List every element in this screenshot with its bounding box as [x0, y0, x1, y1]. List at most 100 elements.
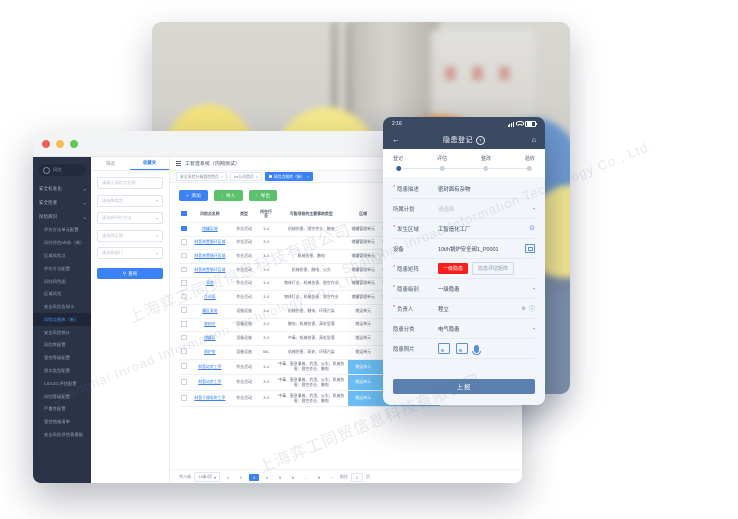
step-label-3[interactable]: 验收: [524, 156, 535, 162]
sidebar-group-standardization[interactable]: 安全标准化 ▾: [33, 182, 91, 196]
cell-name[interactable]: 制氢装置循环区域: [188, 263, 231, 278]
cell-name[interactable]: 制氢站房工序: [188, 374, 231, 392]
row-checkbox[interactable]: [181, 252, 187, 259]
page-size-select[interactable]: 10条/页 ▾: [194, 472, 221, 482]
minimize-icon[interactable]: [56, 139, 64, 148]
action-button-2[interactable]: ↑ 导出: [248, 190, 278, 201]
back-icon[interactable]: ←: [392, 135, 400, 144]
row-checkbox-cell[interactable]: [179, 359, 189, 376]
page-…[interactable]: …: [304, 474, 309, 480]
row-checkbox[interactable]: [181, 307, 187, 314]
sidebar-item-0[interactable]: 评价方法单元配置: [33, 224, 91, 237]
page-1[interactable]: 1: [226, 474, 230, 480]
row-checkbox-cell[interactable]: [179, 290, 189, 305]
row-checkbox[interactable]: [181, 379, 187, 385]
form-row-0[interactable]: * 隐患描述 密封面有杂物: [393, 179, 535, 199]
sidebar-item-12[interactable]: LS/LEC评估配置: [33, 377, 91, 390]
cell-name[interactable]: 泵房: [188, 277, 231, 292]
action-button-1[interactable]: ↓ 导入: [213, 190, 243, 201]
sidebar-item-16[interactable]: 安全风险评估表模板: [33, 429, 91, 442]
mic-icon[interactable]: [472, 344, 481, 355]
page-3[interactable]: 3: [249, 473, 260, 481]
filter-field-1[interactable]: 请选择类型 ▾: [97, 194, 163, 207]
row-checkbox[interactable]: [181, 266, 187, 273]
row-checkbox[interactable]: [181, 363, 187, 369]
sidebar-search-input[interactable]: 风险: [38, 164, 86, 176]
next-page-button[interactable]: ›: [331, 474, 333, 480]
close-icon[interactable]: [42, 139, 50, 148]
tab-0[interactable]: 安全风险分级管控首页 ×: [176, 171, 228, 182]
location-pin-icon[interactable]: ⊙: [529, 225, 535, 232]
field-value[interactable]: 工智造化工厂 ⊙: [438, 225, 535, 233]
field-value[interactable]: 一级隐患 隐患评估矩阵: [438, 262, 535, 275]
sidebar-item-8[interactable]: 安全风险统计: [33, 326, 91, 339]
tab-1[interactable]: he公司首页 ×: [230, 171, 263, 182]
filter-field-2[interactable]: 请选择评价方法 ▾: [97, 212, 163, 224]
image-icon[interactable]: [438, 343, 450, 354]
field-value[interactable]: 程立 ⚙ ⓘ: [438, 304, 535, 314]
field-value[interactable]: 一级隐患 ▾: [438, 285, 535, 293]
row-checkbox[interactable]: [181, 239, 187, 245]
submit-button[interactable]: 上报: [393, 379, 535, 394]
filter-field-4[interactable]: 请选择部门 ▾: [97, 247, 163, 259]
row-checkbox[interactable]: [181, 280, 187, 286]
row-checkbox[interactable]: [181, 321, 187, 327]
form-row-6[interactable]: * 负责人 程立 ⚙ ⓘ: [393, 299, 535, 319]
cell-name[interactable]: 装卸台: [188, 318, 231, 333]
cell-name[interactable]: 制氢装置循环区域: [188, 236, 231, 251]
select-all-header[interactable]: [179, 207, 189, 223]
field-value[interactable]: 请选择 ▾: [438, 205, 535, 213]
cell-name[interactable]: 储罐区: [188, 331, 231, 346]
goto-input[interactable]: 1: [351, 472, 364, 482]
sidebar-item-4[interactable]: 风险四色图: [33, 275, 91, 288]
tab-favorites[interactable]: 收藏夹: [130, 157, 169, 170]
sidebar-item-9[interactable]: 风险库配置: [33, 339, 91, 352]
row-checkbox-cell[interactable]: [179, 318, 189, 333]
close-icon[interactable]: ×: [306, 174, 309, 179]
sidebar-item-10[interactable]: 管控等级配置: [33, 352, 91, 365]
tab-2[interactable]: 风险点图库（新） ×: [265, 171, 313, 182]
form-row-2[interactable]: * 发生区域 工智造化工厂 ⊙: [393, 219, 535, 239]
sidebar-item-7[interactable]: 风险点图库（新）: [33, 313, 91, 327]
maximize-icon[interactable]: [70, 139, 78, 148]
help-icon[interactable]: ?: [476, 135, 485, 145]
action-button-0[interactable]: + 添加: [179, 190, 208, 201]
field-value[interactable]: 10t/h锅炉安全阀1_P0001: [438, 244, 535, 253]
sidebar-item-13[interactable]: 风险等级配置: [33, 390, 91, 403]
sidebar-item-14[interactable]: 严重性配置: [33, 403, 91, 416]
row-checkbox-cell[interactable]: [179, 345, 189, 360]
form-row-1[interactable]: 所属计划 请选择 ▾: [393, 199, 535, 219]
row-checkbox[interactable]: [181, 348, 187, 355]
user-icon[interactable]: ⓘ: [528, 307, 535, 313]
close-icon[interactable]: ×: [255, 174, 259, 179]
menu-icon[interactable]: [176, 161, 181, 166]
row-checkbox-cell[interactable]: [179, 304, 189, 319]
page-2[interactable]: 2: [239, 474, 243, 480]
sidebar-item-2[interactable]: 区域风险点: [33, 250, 91, 263]
cell-name[interactable]: 锅炉房: [188, 345, 231, 360]
sidebar-group-inspection[interactable]: 安全检查 ▾: [33, 196, 91, 210]
form-row-3[interactable]: 设备 10t/h锅炉安全阀1_P0001: [393, 239, 535, 259]
page-5[interactable]: 5: [278, 474, 282, 480]
sidebar-item-15[interactable]: 管控措施清单: [33, 416, 91, 429]
row-checkbox[interactable]: [181, 395, 187, 401]
page-8[interactable]: 8: [317, 474, 321, 480]
row-checkbox-cell[interactable]: [179, 331, 189, 346]
page-4[interactable]: 4: [265, 474, 269, 480]
cell-name[interactable]: 制氢装置循环区域: [188, 249, 231, 264]
step-label-1[interactable]: 评估: [436, 156, 447, 162]
row-checkbox-cell[interactable]: [179, 374, 189, 392]
step-label-0[interactable]: 登记: [393, 156, 404, 162]
form-row-7[interactable]: 隐患分类 电气隐患 ▾: [393, 319, 535, 339]
sidebar-item-5[interactable]: 区域风险: [33, 288, 91, 301]
cell-name[interactable]: 冷却塔: [188, 290, 231, 305]
select-all-checkbox[interactable]: [181, 210, 187, 217]
row-checkbox[interactable]: [181, 225, 187, 232]
cell-name[interactable]: 罐区泵房: [188, 304, 231, 319]
filter-field-3[interactable]: 请选择区域 ▾: [97, 229, 163, 242]
row-checkbox[interactable]: [181, 334, 187, 341]
row-checkbox-cell[interactable]: [179, 222, 189, 237]
row-checkbox-cell[interactable]: [179, 249, 189, 264]
row-checkbox-cell[interactable]: [179, 263, 189, 278]
sidebar-item-3[interactable]: 评价方法配置: [33, 262, 91, 275]
